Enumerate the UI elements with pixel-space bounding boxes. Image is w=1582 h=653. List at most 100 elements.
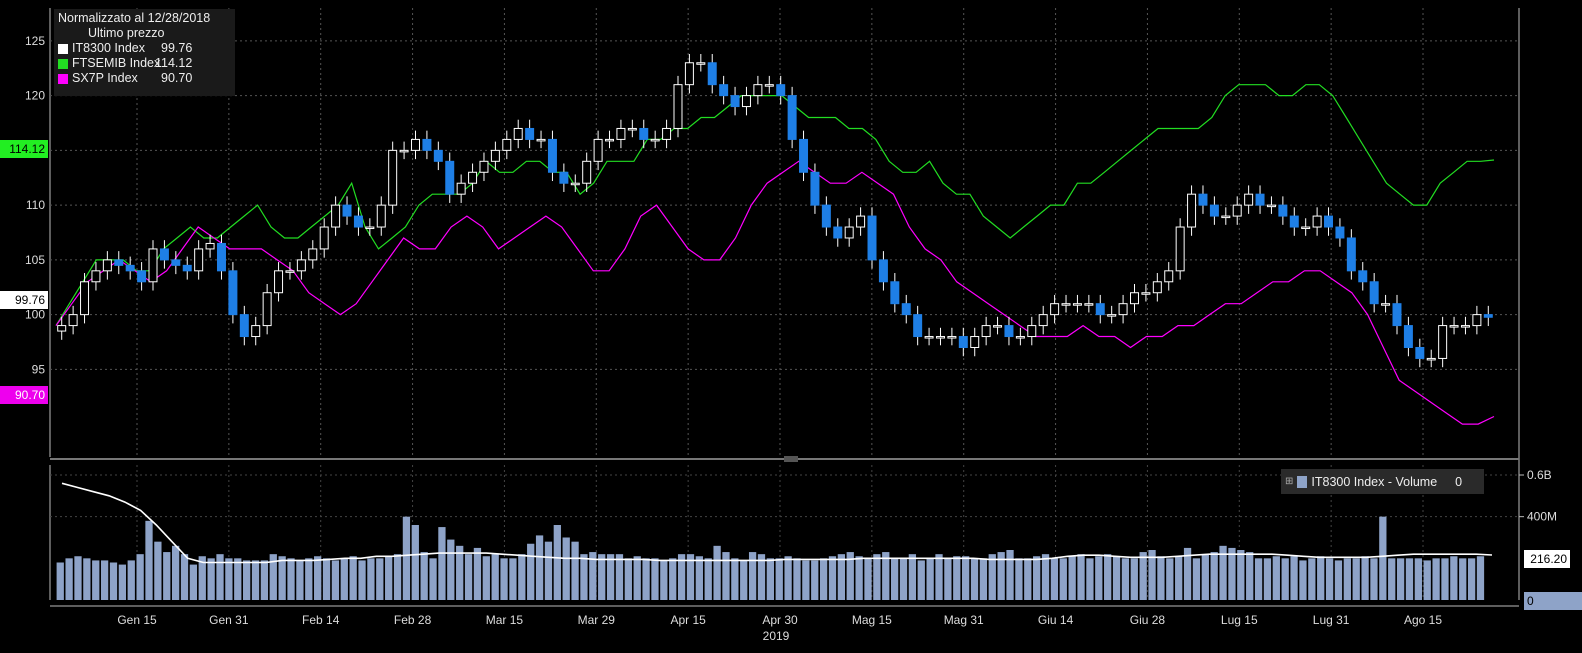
volume-bar [189,564,198,600]
volume-bar [1219,545,1227,600]
candle-body [1472,314,1482,327]
volume-bar [420,552,428,600]
legend-value-sx7p: 90.70 [161,71,193,85]
candle-body [1426,357,1436,361]
candle-body [981,325,991,338]
volume-bar [1175,556,1183,600]
volume-bar [953,556,961,600]
candle-body [422,138,432,151]
y-tick-label: 110 [26,198,45,212]
volume-bar [606,554,615,600]
candle-body [673,84,683,129]
volume-bar [1343,558,1351,600]
volume-bar [899,558,908,600]
volume-bar [376,558,384,600]
candle-body [536,138,546,142]
volume-bar [1086,558,1094,600]
volume-bar [598,554,606,600]
candle-body [1209,204,1219,217]
volume-bar [793,558,801,600]
volume-bar [589,552,597,600]
volume-bar [722,552,730,600]
volume-bar [243,560,251,600]
volume-bar [1183,547,1192,600]
volume-bar [580,554,588,600]
candle-body [159,248,169,261]
volume-bar [74,556,82,600]
volume-bar [385,556,393,600]
candle-body [810,171,820,206]
volume-bar [1157,556,1165,600]
volume-bar [1388,558,1396,600]
candle-body [1187,193,1197,228]
candle-body [433,149,443,162]
volume-bar [1024,558,1032,600]
candle-body [1038,314,1048,327]
volume-bar [846,552,854,600]
candle-body [799,138,809,173]
candle-body [970,336,980,348]
volume-bar [1459,558,1467,600]
volume-bar [1467,558,1476,600]
candle-body [216,242,226,272]
candle-body [821,204,831,228]
volume-bar [935,554,943,600]
expand-icon[interactable]: ⊞ [1285,476,1294,487]
candle-body [137,270,147,283]
volume-bar [100,560,109,600]
volume-bar [651,558,659,600]
candle-body [262,292,272,327]
candle-body [57,325,67,332]
y-tick-label: 125 [25,34,45,48]
volume-bar [855,556,863,600]
volume-bar [1041,554,1050,600]
candle-body [833,226,843,239]
legend-entry-ftsemib: FTSEMIB Index 114.12 [58,56,231,71]
candle-body [730,95,740,108]
candle-body [125,264,135,272]
candle-body [1483,314,1493,318]
candle-body [285,270,295,273]
volume-tag-avg: 216.20 [1524,550,1570,568]
volume-bar [1254,558,1263,600]
splitter-handle [784,456,798,462]
candle-body [1118,303,1128,316]
price-tag-ftsemib: 114.12 [0,140,48,158]
volume-bar [1237,550,1245,600]
volume-bar [305,558,313,600]
x-year-label: 2019 [763,629,790,643]
volume-legend-value: 0 [1455,474,1463,489]
candle-body [319,226,329,250]
candle-body [662,127,672,140]
volume-bar [553,525,561,600]
volume-bar [1033,556,1041,600]
volume-bar [926,558,934,600]
volume-bar [775,558,783,600]
volume-bar [1450,556,1458,600]
volume-swatch [1297,475,1308,488]
candle-body [958,336,968,348]
volume-bar [864,558,872,600]
candle-body [1061,303,1071,306]
volume-legend[interactable]: ⊞ IT8300 Index - Volume 0 [1281,469,1484,494]
candle-body [1107,314,1117,317]
volume-bar [287,558,295,600]
volume-bar [136,554,144,600]
price-tag-it8300: 99.76 [0,291,48,309]
candle-body [1358,270,1368,283]
volume-bar [811,560,819,600]
candle-body [91,270,101,283]
x-tick-label: Mag 31 [944,613,984,627]
candle-body [171,259,181,266]
volume-bar [216,554,224,600]
volume-bar [145,520,153,600]
volume-bar [269,554,277,600]
price-tag-sx7p: 90.70 [0,386,48,404]
volume-bar [695,556,703,600]
candle-body [627,127,637,131]
volume-bar [296,560,304,600]
candle-body [251,325,261,338]
volume-bar [1139,552,1147,600]
volume-bar [1192,558,1201,600]
candle-body [650,138,660,142]
